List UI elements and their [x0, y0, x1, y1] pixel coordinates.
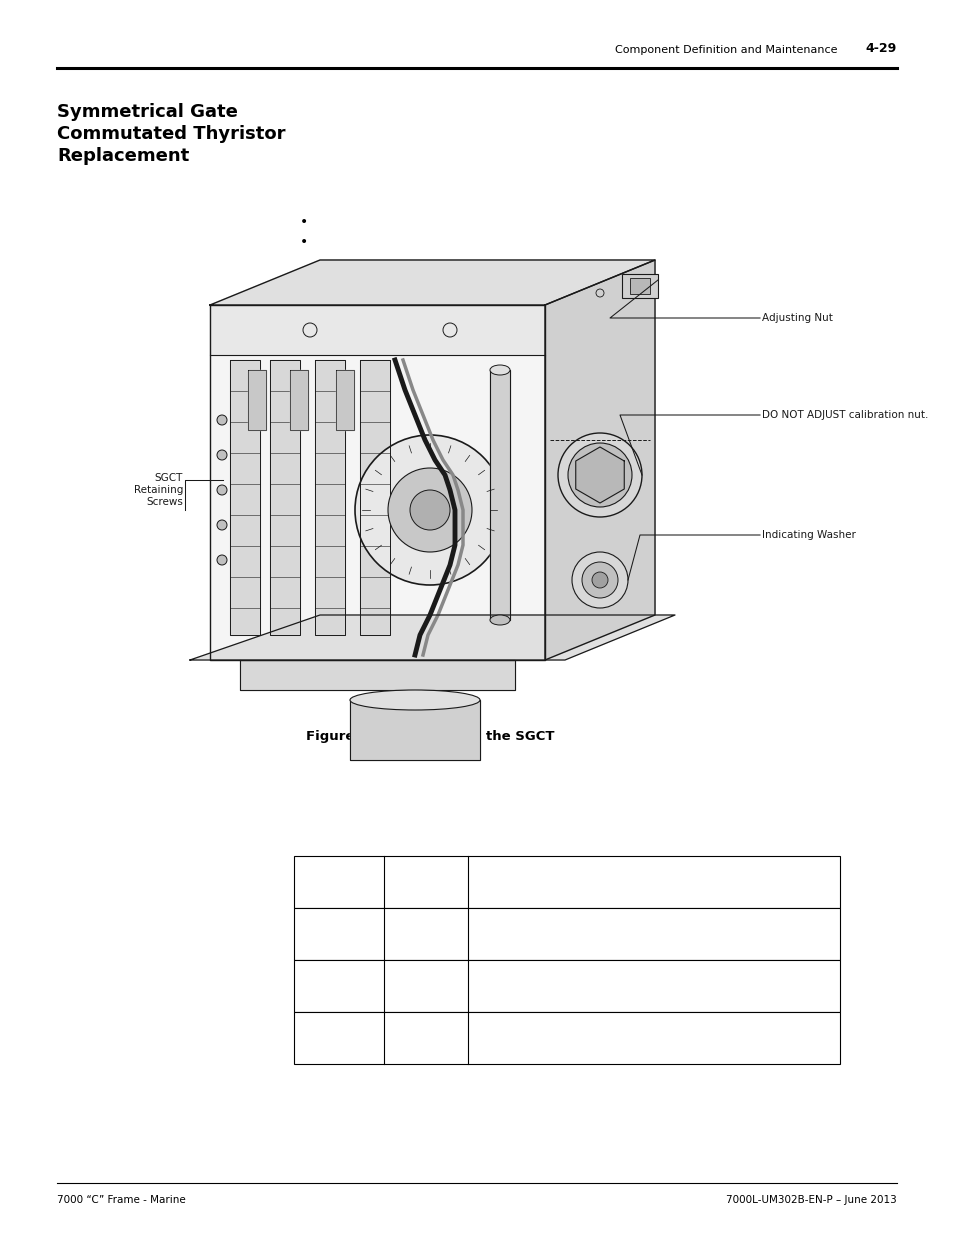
- Polygon shape: [359, 359, 390, 635]
- Polygon shape: [240, 659, 515, 690]
- Circle shape: [216, 520, 227, 530]
- Text: Solid Green indicates that the Gate-Cathode resistance is
OK: Solid Green indicates that the Gate-Cath…: [477, 916, 791, 940]
- Text: •: •: [299, 215, 308, 228]
- Ellipse shape: [350, 690, 479, 710]
- Polygon shape: [576, 447, 623, 503]
- Circle shape: [216, 415, 227, 425]
- Circle shape: [216, 555, 227, 564]
- Text: DO NOT ADJUST calibration nut.: DO NOT ADJUST calibration nut.: [761, 410, 927, 420]
- Bar: [294, 856, 840, 908]
- Polygon shape: [335, 370, 354, 430]
- Text: LED 4: LED 4: [320, 876, 357, 888]
- Polygon shape: [544, 261, 655, 659]
- Text: 7000L-UM302B-EN-P – June 2013: 7000L-UM302B-EN-P – June 2013: [725, 1195, 896, 1205]
- Text: •: •: [299, 235, 308, 249]
- Ellipse shape: [490, 366, 510, 375]
- Ellipse shape: [490, 615, 510, 625]
- Polygon shape: [190, 615, 675, 659]
- Text: LED ON indicates the gate is ON, and Flashes alternately
with LED 4 while gating: LED ON indicates the gate is ON, and Fla…: [477, 968, 787, 992]
- Circle shape: [410, 490, 450, 530]
- Polygon shape: [210, 305, 544, 659]
- Polygon shape: [210, 305, 544, 354]
- Text: Component Definition and Maintenance: Component Definition and Maintenance: [615, 44, 837, 56]
- Circle shape: [558, 433, 641, 517]
- Text: Yellow: Yellow: [407, 979, 444, 993]
- Circle shape: [572, 552, 627, 608]
- Circle shape: [355, 435, 504, 585]
- Circle shape: [592, 572, 607, 588]
- Text: LED 1: LED 1: [320, 1031, 357, 1045]
- Text: 4-29: 4-29: [864, 42, 896, 56]
- Text: Indicating Washer: Indicating Washer: [761, 530, 855, 540]
- Circle shape: [388, 468, 472, 552]
- Text: Red: Red: [415, 1031, 436, 1045]
- Circle shape: [567, 443, 631, 508]
- Polygon shape: [490, 370, 510, 620]
- Text: Symmetrical Gate
Commutated Thyristor
Replacement: Symmetrical Gate Commutated Thyristor Re…: [57, 103, 285, 165]
- Circle shape: [216, 485, 227, 495]
- Text: 7000 “C” Frame - Marine: 7000 “C” Frame - Marine: [57, 1195, 186, 1205]
- Polygon shape: [290, 370, 308, 430]
- Text: Figure 4.21 – Replacing the SGCT: Figure 4.21 – Replacing the SGCT: [305, 730, 554, 743]
- Text: Green: Green: [408, 927, 443, 941]
- Polygon shape: [350, 700, 479, 760]
- Polygon shape: [270, 359, 299, 635]
- Bar: [294, 1011, 840, 1065]
- Bar: [621, 274, 658, 298]
- Text: LED 2: LED 2: [320, 979, 357, 993]
- Text: LED 3: LED 3: [320, 927, 357, 941]
- Bar: [629, 278, 649, 294]
- Bar: [294, 908, 840, 960]
- Text: LED ON indicates the gate is OFF, and Flashes alternately
with LED 3 while gatin: LED ON indicates the gate is OFF, and Fl…: [477, 1020, 792, 1044]
- Polygon shape: [248, 370, 266, 430]
- Circle shape: [216, 450, 227, 459]
- Text: SGCT
Retaining
Screws: SGCT Retaining Screws: [133, 473, 183, 508]
- Text: Green: Green: [408, 876, 443, 888]
- Text: Solid Green indicates that the Power Supply to the Card is
OK: Solid Green indicates that the Power Sup…: [477, 864, 794, 888]
- Polygon shape: [314, 359, 345, 635]
- Polygon shape: [210, 261, 655, 305]
- Bar: [294, 960, 840, 1011]
- Polygon shape: [230, 359, 260, 635]
- Circle shape: [581, 562, 618, 598]
- Text: Adjusting Nut: Adjusting Nut: [761, 312, 832, 324]
